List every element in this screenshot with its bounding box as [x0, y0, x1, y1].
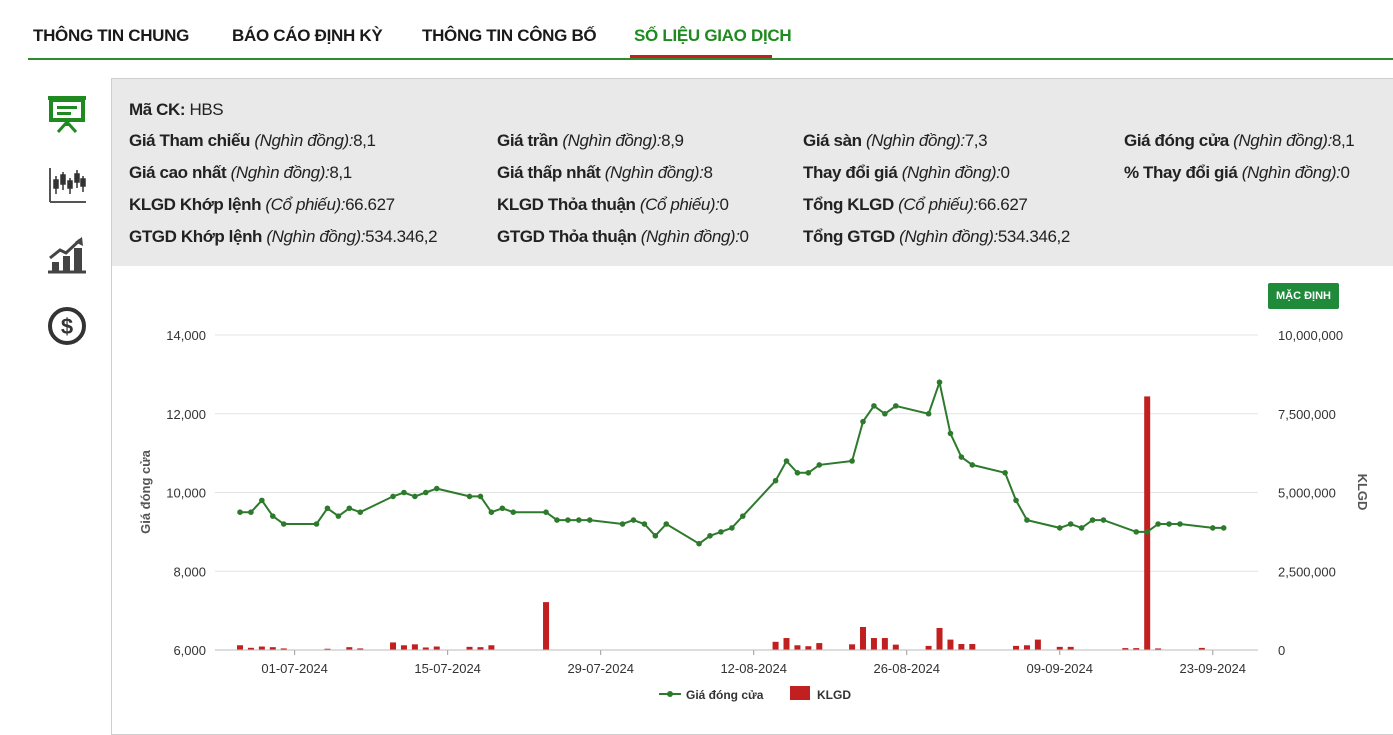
info-field-label: % Thay đổi giá	[1124, 163, 1238, 182]
info-field: Giá cao nhất (Nghìn đồng):8,1	[129, 163, 352, 183]
info-field-unit: (Nghìn đồng):	[230, 163, 330, 182]
info-field-label: Giá sàn	[803, 131, 862, 150]
info-field: GTGD Khớp lệnh (Nghìn đồng):534.346,2	[129, 227, 438, 247]
info-field-unit: (Nghìn đồng):	[604, 163, 704, 182]
ticker-row: Mã CK: HBS	[129, 100, 224, 120]
info-field: Giá thấp nhất (Nghìn đồng):8	[497, 163, 713, 183]
growth-chart-icon[interactable]	[46, 234, 88, 276]
info-field-value: 8,1	[353, 131, 376, 150]
info-field: Tổng KLGD (Cổ phiếu):66.627	[803, 195, 1028, 215]
info-field-label: KLGD Thỏa thuận	[497, 195, 636, 214]
info-field-label: GTGD Khớp lệnh	[129, 227, 263, 246]
default-view-button[interactable]: MẶC ĐỊNH	[1268, 283, 1339, 309]
info-field-value: 66.627	[977, 195, 1028, 214]
info-field-unit: (Nghìn đồng):	[899, 227, 998, 246]
info-field-unit: (Nghìn đồng):	[640, 227, 740, 246]
tab-bar: THÔNG TIN CHUNG BÁO CÁO ĐỊNH KỲ THÔNG TI…	[28, 0, 1393, 60]
info-field: % Thay đổi giá (Nghìn đồng):0	[1124, 163, 1350, 183]
info-field-value: 534.346,2	[997, 227, 1070, 246]
info-field: Giá trần (Nghìn đồng):8,9	[497, 131, 684, 151]
info-field-unit: (Nghìn đồng):	[1233, 131, 1332, 150]
trading-data-panel: Mã CK: HBS Giá Tham chiếu (Nghìn đồng):8…	[111, 78, 1393, 735]
info-field-label: Thay đổi giá	[803, 163, 898, 182]
info-field: Giá Tham chiếu (Nghìn đồng):8,1	[129, 131, 376, 151]
info-field-value: 534.346,2	[365, 227, 438, 246]
info-field-label: Giá thấp nhất	[497, 163, 601, 182]
tab-thong-tin-chung[interactable]: THÔNG TIN CHUNG	[33, 26, 190, 45]
info-field-label: Giá trần	[497, 131, 559, 150]
info-field-label: Giá cao nhất	[129, 163, 227, 182]
info-field-unit: (Cổ phiếu):	[265, 195, 346, 214]
dollar-coin-icon[interactable]: $	[46, 304, 88, 346]
info-field-value: 0	[739, 227, 749, 246]
info-field-value: 7,3	[964, 131, 988, 150]
info-field-label: Giá đóng cửa	[1124, 131, 1229, 150]
stock-info-box: Mã CK: HBS Giá Tham chiếu (Nghìn đồng):8…	[112, 79, 1393, 266]
presentation-board-icon[interactable]	[46, 94, 88, 136]
info-field-label: GTGD Thỏa thuận	[497, 227, 637, 246]
info-field-unit: (Cổ phiếu):	[639, 195, 720, 214]
info-field-unit: (Nghìn đồng):	[1241, 163, 1341, 182]
info-field: Giá đóng cửa (Nghìn đồng):8,1	[1124, 131, 1355, 151]
info-field-unit: (Nghìn đồng):	[901, 163, 1001, 182]
info-field-label: Giá Tham chiếu	[129, 131, 250, 150]
info-field: Tổng GTGD (Nghìn đồng):534.346,2	[803, 227, 1070, 247]
ticker-value: HBS	[189, 100, 224, 119]
svg-text:$: $	[61, 314, 73, 339]
info-field-label: Tổng GTGD	[803, 227, 895, 246]
info-field: KLGD Thỏa thuận (Cổ phiếu):0	[497, 195, 729, 215]
info-field-label: Tổng KLGD	[803, 195, 894, 214]
info-field: GTGD Thỏa thuận (Nghìn đồng):0	[497, 227, 749, 247]
info-field-unit: (Nghìn đồng):	[562, 131, 662, 150]
active-tab-indicator	[630, 55, 772, 58]
info-field-value: 0	[719, 195, 729, 214]
info-field-unit: (Nghìn đồng):	[254, 131, 354, 150]
info-field-value: 0	[1000, 163, 1010, 182]
ticker-label: Mã CK:	[129, 100, 186, 119]
info-field-unit: (Cổ phiếu):	[898, 195, 978, 214]
tab-thong-tin-cong-bo[interactable]: THÔNG TIN CÔNG BỐ	[422, 26, 597, 45]
info-field-value: 8	[703, 163, 713, 182]
info-field: KLGD Khớp lệnh (Cổ phiếu):66.627	[129, 195, 395, 215]
info-field-unit: (Nghìn đồng):	[266, 227, 366, 246]
info-field-value: 8,1	[329, 163, 352, 182]
tab-bao-cao-dinh-ky[interactable]: BÁO CÁO ĐỊNH KỲ	[232, 26, 383, 45]
info-field: Thay đổi giá (Nghìn đồng):0	[803, 163, 1010, 183]
tab-so-lieu-giao-dich[interactable]: SỐ LIỆU GIAO DỊCH	[634, 26, 792, 45]
info-field-value: 66.627	[345, 195, 395, 214]
candlestick-chart-icon[interactable]	[46, 164, 88, 206]
info-field-value: 0	[1340, 163, 1350, 182]
info-field-value: 8,1	[1331, 131, 1355, 150]
info-field-unit: (Nghìn đồng):	[865, 131, 965, 150]
info-field-label: KLGD Khớp lệnh	[129, 195, 262, 214]
info-field-value: 8,9	[661, 131, 684, 150]
info-field: Giá sàn (Nghìn đồng):7,3	[803, 131, 988, 151]
